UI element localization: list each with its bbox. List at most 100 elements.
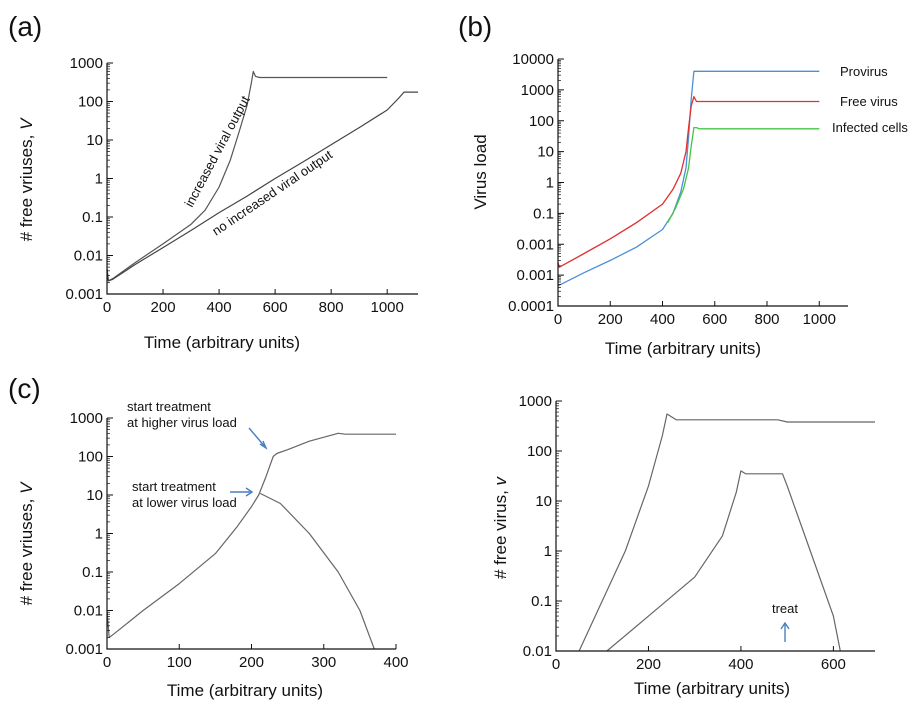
legend-infected-cells: Infected cells (832, 120, 908, 135)
y-tick-label: 10000 (512, 51, 554, 68)
y-tick-label: 0.01 (74, 603, 103, 620)
chart-panel-b: 0 200 400 600 800 1000 0.0001 0.001 0.001 0.1 1 10… (471, 51, 908, 358)
annotation-higher-1: start treatment (127, 399, 211, 414)
y-tick-label: 1000 (521, 82, 554, 99)
x-ticks: 0 200 400 600 (552, 646, 846, 673)
annotation-higher-2: at higher virus load (127, 415, 237, 430)
y-tick-label: 0.001 (516, 236, 554, 253)
annotation-lower-2: at lower virus load (132, 495, 237, 510)
series-line-2 (106, 91, 418, 282)
arrow-lower (230, 487, 254, 497)
series-group (578, 413, 875, 652)
series-line-2 (606, 470, 841, 652)
y-tick-label: 1000 (519, 393, 552, 410)
y-tick-label: 0.1 (531, 593, 552, 610)
y-tick-label: 10 (86, 132, 103, 149)
x-tick-label: 800 (319, 299, 344, 316)
y-ticks: 0.001 0.01 0.1 1 10 100 1000 (65, 410, 113, 658)
annotation-no-increased: no increased viral output (209, 147, 335, 239)
axes (555, 401, 875, 652)
panel-label-c: (c) (8, 373, 41, 404)
y-axis-title: Virus load (471, 134, 490, 209)
y-tick-label: 0.001 (516, 267, 554, 284)
y-tick-label: 0.0001 (508, 298, 554, 315)
annotation-lower-1: start treatment (132, 479, 216, 494)
y-tick-label: 0.01 (74, 248, 103, 265)
chart-panel-c: 0 100 200 300 400 0.001 0.01 0.1 1 10 100 1000 Tim… (17, 399, 409, 700)
y-tick-label: 100 (78, 94, 103, 111)
series-line-1 (106, 70, 388, 282)
series-line-1 (106, 432, 396, 638)
panel-label-b: (b) (458, 11, 492, 42)
y-ticks: 0.0001 0.001 0.001 0.1 1 10 100 1000 10000 (508, 51, 564, 315)
chart-panel-d: 0 200 400 600 0.01 0.1 1 10 100 1000 Time (arbit… (491, 393, 875, 698)
series-group (106, 432, 396, 650)
y-tick-label: 1 (95, 171, 103, 188)
x-tick-label: 800 (754, 311, 779, 328)
x-tick-label: 200 (239, 654, 264, 671)
x-tick-label: 0 (103, 654, 111, 671)
x-tick-label: 200 (636, 656, 661, 673)
y-tick-label: 0.001 (65, 641, 103, 658)
x-axis-title: Time (arbitrary units) (605, 339, 761, 358)
y-ticks: 0.01 0.1 1 10 100 1000 (519, 393, 562, 660)
y-tick-label: 0.1 (82, 564, 103, 581)
x-axis-title: Time (arbitrary units) (167, 681, 323, 700)
y-tick-label: 1 (546, 175, 554, 192)
panel-label-a: (a) (8, 11, 42, 42)
series-line-1 (557, 70, 820, 287)
y-axis-title-text: # free virus, (491, 485, 510, 579)
arrow-treat (780, 621, 790, 642)
x-ticks: 0 100 200 300 400 (103, 644, 409, 671)
y-tick-label: 100 (527, 443, 552, 460)
y-tick-label: 10 (86, 487, 103, 504)
y-tick-label: 10 (537, 144, 554, 161)
y-tick-label: 100 (78, 449, 103, 466)
y-tick-label: 0.1 (82, 209, 103, 226)
y-tick-label: 1000 (70, 410, 103, 427)
x-tick-label: 600 (821, 656, 846, 673)
annotation-treat: treat (772, 601, 798, 616)
series-group (106, 70, 418, 282)
x-tick-label: 0 (554, 311, 562, 328)
y-tick-label: 0.1 (533, 205, 554, 222)
chart-panel-a: 0 200 400 600 800 1000 0.001 0.01 0.1 1 10 100 1000… (17, 55, 418, 352)
y-tick-label: 10 (535, 493, 552, 510)
x-tick-label: 100 (167, 654, 192, 671)
x-tick-label: 600 (263, 299, 288, 316)
series-line-3 (667, 126, 820, 224)
x-tick-label: 300 (311, 654, 336, 671)
y-tick-label: 100 (529, 113, 554, 130)
series-line-2 (557, 96, 820, 268)
y-axis-title: # free virus, v (491, 475, 510, 579)
series-line-1 (578, 413, 875, 652)
y-axis-title-var: V (17, 481, 36, 494)
y-ticks: 0.001 0.01 0.1 1 10 100 1000 (65, 55, 113, 303)
y-axis-title: # free vriuses, V (17, 117, 36, 242)
series-group (557, 70, 820, 287)
x-tick-label: 200 (151, 299, 176, 316)
series-line-2 (259, 492, 375, 650)
x-tick-label: 400 (207, 299, 232, 316)
x-tick-label: 0 (552, 656, 560, 673)
y-tick-label: 1 (95, 526, 103, 543)
x-tick-label: 600 (702, 311, 727, 328)
y-axis-title-text: # free vriuses, (17, 130, 36, 242)
x-ticks: 0 200 400 600 800 1000 (554, 301, 836, 328)
y-tick-label: 0.01 (523, 643, 552, 660)
y-axis-title-text: # free vriuses, (17, 494, 36, 606)
x-tick-label: 1000 (803, 311, 836, 328)
y-axis-title: # free vriuses, V (17, 481, 36, 606)
y-axis-title-var: V (17, 117, 36, 130)
axes (557, 59, 848, 307)
y-tick-label: 1000 (70, 55, 103, 72)
x-axis-title: Time (arbitrary units) (634, 679, 790, 698)
x-tick-label: 400 (383, 654, 408, 671)
axes (106, 418, 396, 650)
x-tick-label: 0 (103, 299, 111, 316)
x-axis-title: Time (arbitrary units) (144, 333, 300, 352)
x-tick-label: 1000 (370, 299, 403, 316)
annotation-increased: increased viral output (181, 93, 252, 209)
x-tick-label: 400 (650, 311, 675, 328)
